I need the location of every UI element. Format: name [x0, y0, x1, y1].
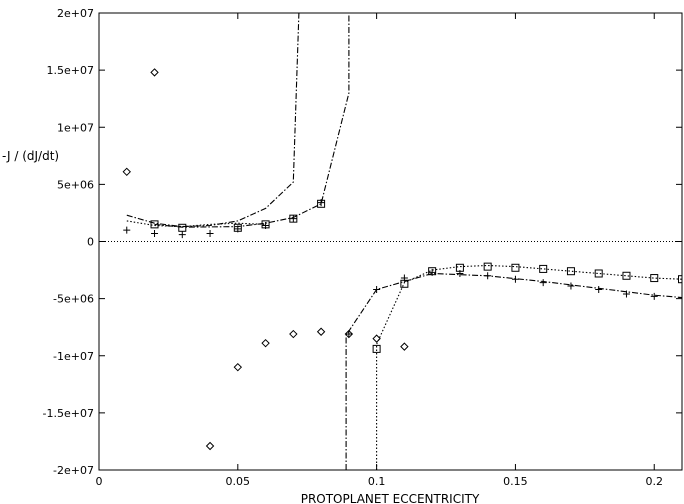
y-tick-label: 0: [87, 236, 94, 249]
data-point: [233, 362, 243, 372]
data-point: [594, 269, 603, 278]
data-point: [123, 226, 131, 234]
x-tick-label: 0: [96, 475, 103, 488]
data-point: [511, 263, 520, 272]
x-tick-label: 0.05: [226, 475, 251, 488]
data-point: [566, 267, 575, 276]
series-line-5: [345, 272, 682, 470]
data-point: [650, 292, 658, 300]
series-line-3: [126, 13, 300, 228]
data-point: [233, 223, 242, 232]
data-point: [400, 279, 409, 288]
y-tick-label: -2e+07: [53, 464, 94, 477]
data-point: [289, 329, 298, 339]
x-tick-label: 0.2: [645, 475, 663, 488]
data-point: [372, 334, 381, 343]
data-point: [261, 338, 270, 348]
data-point: [178, 231, 186, 239]
data-point: [455, 263, 464, 272]
x-axis-title: PROTOPLANET ECCENTRICITY: [301, 492, 480, 504]
data-point: [511, 275, 519, 283]
y-tick-label: -1.5e+07: [43, 407, 94, 420]
series-line-7: [376, 264, 682, 470]
data-point: [205, 441, 215, 451]
data-point: [151, 230, 159, 238]
y-tick-label: -1e+07: [53, 350, 94, 363]
y-tick-label: -5e+06: [53, 293, 94, 306]
data-point: [372, 344, 381, 353]
data-point: [316, 327, 326, 336]
series-layer: [122, 13, 682, 470]
data-point: [150, 68, 159, 77]
series-markers-square: [150, 199, 682, 353]
data-point: [622, 271, 631, 280]
y-tick-label: 1e+07: [57, 121, 94, 134]
series-markers-diamond: [122, 68, 409, 451]
y-tick-label: 2e+07: [57, 7, 94, 20]
data-point: [178, 223, 187, 232]
data-point: [567, 282, 575, 290]
data-point: [595, 285, 603, 293]
data-point: [539, 279, 547, 287]
plot-area: [122, 13, 682, 470]
data-point: [261, 220, 270, 229]
y-tick-label: 1.5e+07: [47, 64, 94, 77]
data-point: [344, 329, 354, 339]
data-point: [122, 167, 131, 177]
data-point: [317, 199, 326, 208]
data-point: [678, 275, 682, 284]
series-markers-plus: [123, 199, 682, 338]
data-point: [400, 342, 409, 351]
series-line-4: [154, 13, 350, 228]
y-axis-title: -J / (dJ/dt): [2, 149, 59, 163]
data-point: [289, 215, 297, 223]
data-point: [650, 274, 659, 283]
data-point: [428, 267, 437, 276]
y-tick-label: 5e+06: [57, 178, 94, 191]
data-point: [483, 262, 492, 271]
data-point: [206, 230, 214, 238]
x-tick-label: 0.1: [368, 475, 386, 488]
x-tick-label: 0.15: [503, 475, 528, 488]
data-point: [539, 264, 548, 273]
data-point: [289, 214, 298, 223]
series-line-6: [126, 220, 266, 228]
axis-ticks: 0 0.05 0.1 0.15 0.2 2e+07 1.5e+07 1e+07 5e+06 0 -5…: [43, 7, 682, 488]
